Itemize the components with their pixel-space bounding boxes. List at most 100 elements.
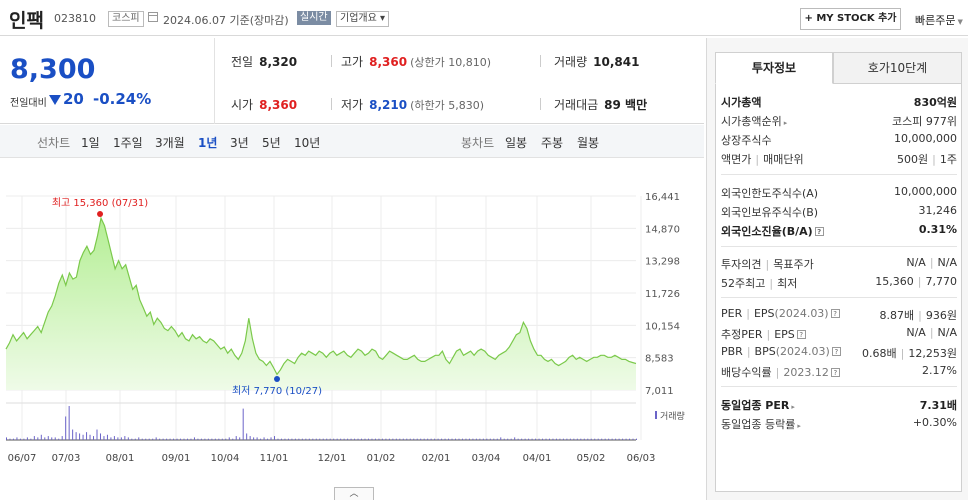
industry-per-row[interactable]: 동일업종 PER ▸ 7.31배 bbox=[721, 399, 957, 412]
volume-bar bbox=[169, 438, 171, 440]
volume-bar bbox=[608, 438, 610, 440]
volume-bar bbox=[562, 438, 564, 440]
volume-bar bbox=[545, 438, 547, 440]
volume-bar bbox=[381, 438, 383, 440]
volume-bar bbox=[629, 438, 631, 440]
help-icon[interactable]: ? bbox=[831, 347, 841, 356]
line-chart-label: 선차트 bbox=[37, 136, 71, 150]
divider bbox=[540, 98, 541, 110]
period-1w[interactable]: 1주일 bbox=[113, 136, 143, 150]
period-5y[interactable]: 5년 bbox=[262, 136, 281, 150]
candle-daily[interactable]: 일봉 bbox=[505, 136, 528, 150]
period-1d[interactable]: 1일 bbox=[81, 136, 100, 150]
volume-bar bbox=[336, 438, 338, 440]
period-3y[interactable]: 3년 bbox=[230, 136, 249, 150]
panel-tabs: 투자정보 호가10단계 bbox=[715, 52, 962, 84]
realtime-badge[interactable]: 실시간 bbox=[297, 11, 331, 25]
help-icon[interactable]: ? bbox=[814, 227, 824, 236]
volume-bar bbox=[315, 438, 317, 440]
volume-bar bbox=[430, 438, 432, 440]
x-tick-label: 11/01 bbox=[260, 453, 289, 464]
volume-bar bbox=[166, 438, 168, 440]
volume-bar bbox=[468, 438, 470, 440]
volume-bar bbox=[350, 438, 352, 440]
volume-bar bbox=[420, 438, 422, 440]
volume-bar bbox=[155, 437, 157, 440]
market-badge: 코스피 bbox=[108, 11, 144, 27]
help-icon[interactable]: ? bbox=[830, 368, 840, 377]
volume-bar bbox=[68, 406, 70, 440]
period-3m[interactable]: 3개월 bbox=[155, 136, 185, 150]
volume-bar bbox=[409, 438, 411, 440]
volume-bar bbox=[333, 438, 335, 440]
volume-legend-swatch bbox=[655, 411, 657, 419]
add-my-stock-button[interactable]: + MY STOCK 추가 bbox=[800, 8, 901, 30]
low-price: 저가 8,210 (하한가 5,830) bbox=[341, 98, 484, 112]
help-icon[interactable]: ? bbox=[830, 309, 840, 318]
y-tick-label: 14,870 bbox=[645, 224, 680, 235]
per-row: PER | EPS(2024.03)? 8.87배 | 936원 bbox=[721, 307, 957, 322]
volume-bar bbox=[72, 429, 74, 440]
volume-bar bbox=[145, 438, 147, 440]
par-value-row: 액면가 | 매매단위 500원 | 1주 bbox=[721, 153, 957, 166]
volume-bar bbox=[180, 438, 182, 440]
tab-invest-info[interactable]: 투자정보 bbox=[715, 52, 833, 84]
volume-bar bbox=[284, 438, 286, 440]
company-info-dropdown[interactable]: 기업개요 ▾ bbox=[336, 11, 389, 27]
x-tick-label: 08/01 bbox=[106, 453, 135, 464]
industry-rate-row[interactable]: 동일업종 등락률 ▸ +0.30% bbox=[721, 416, 957, 431]
volume-bar bbox=[340, 438, 342, 440]
volume-bar bbox=[482, 438, 484, 440]
volume-bar bbox=[225, 438, 227, 440]
candle-weekly[interactable]: 주봉 bbox=[541, 136, 564, 150]
volume-bar bbox=[141, 438, 143, 440]
volume-bar bbox=[249, 436, 251, 440]
volume-bar bbox=[455, 438, 457, 440]
volume-bar bbox=[301, 438, 303, 440]
low-annotation: 최저 7,770 (10/27) bbox=[232, 385, 322, 397]
price-line bbox=[5, 216, 637, 376]
volume-bar bbox=[207, 438, 209, 440]
help-icon[interactable]: ? bbox=[796, 330, 806, 339]
divider bbox=[331, 55, 332, 67]
volume-bar bbox=[103, 436, 105, 440]
volume-bar bbox=[214, 438, 216, 440]
x-tick-label: 12/01 bbox=[318, 453, 347, 464]
quick-order-button[interactable]: 빠른주문 ▼ bbox=[915, 12, 963, 28]
volume-bar bbox=[604, 438, 606, 440]
chevron-up-icon[interactable]: ︿ bbox=[334, 487, 374, 500]
volume-bar bbox=[127, 437, 129, 440]
volume-bar bbox=[458, 438, 460, 440]
market-cap-row: 시가총액 830억원 bbox=[721, 96, 957, 109]
volume-bar bbox=[294, 438, 296, 440]
volume-bar bbox=[89, 434, 91, 440]
candle-monthly[interactable]: 월봉 bbox=[577, 136, 600, 150]
period-10y[interactable]: 10년 bbox=[294, 136, 321, 150]
volume-bar bbox=[583, 438, 585, 440]
volume-bar bbox=[632, 438, 634, 440]
volume-bar bbox=[472, 438, 474, 440]
volume-bar bbox=[528, 438, 530, 440]
volume-bar bbox=[319, 438, 321, 440]
down-triangle-icon bbox=[49, 95, 61, 105]
volume-bar bbox=[496, 438, 498, 440]
invest-info-box: 시가총액 830억원 시가총액순위 ▸ 코스피 977위 상장주식수 10,000… bbox=[715, 84, 962, 492]
volume-bar bbox=[388, 438, 390, 440]
period-1y[interactable]: 1년 bbox=[198, 136, 218, 150]
volume-bar bbox=[23, 438, 25, 440]
x-tick-label: 03/04 bbox=[472, 453, 501, 464]
price-chart[interactable]: 16,441 14,870 13,298 11,726 10,154 8,583 7,011… bbox=[0, 158, 704, 500]
volume-bar bbox=[364, 438, 366, 440]
stock-header: 인팩 023810 코스피 2024.06.07 기준(장마감) 실시간 기업개… bbox=[0, 0, 968, 36]
volume-bar bbox=[239, 437, 241, 440]
volume-bar bbox=[54, 437, 56, 440]
volume-bar bbox=[587, 438, 589, 440]
market-cap-rank-row[interactable]: 시가총액순위 ▸ 코스피 977위 bbox=[721, 115, 957, 128]
tab-orderbook[interactable]: 호가10단계 bbox=[833, 52, 962, 84]
volume-bar bbox=[343, 438, 345, 440]
volume-bar bbox=[131, 438, 133, 440]
volume-bar bbox=[576, 438, 578, 440]
volume-bar bbox=[204, 438, 206, 440]
volume-bar bbox=[110, 437, 112, 440]
stock-code: 023810 bbox=[54, 12, 96, 25]
